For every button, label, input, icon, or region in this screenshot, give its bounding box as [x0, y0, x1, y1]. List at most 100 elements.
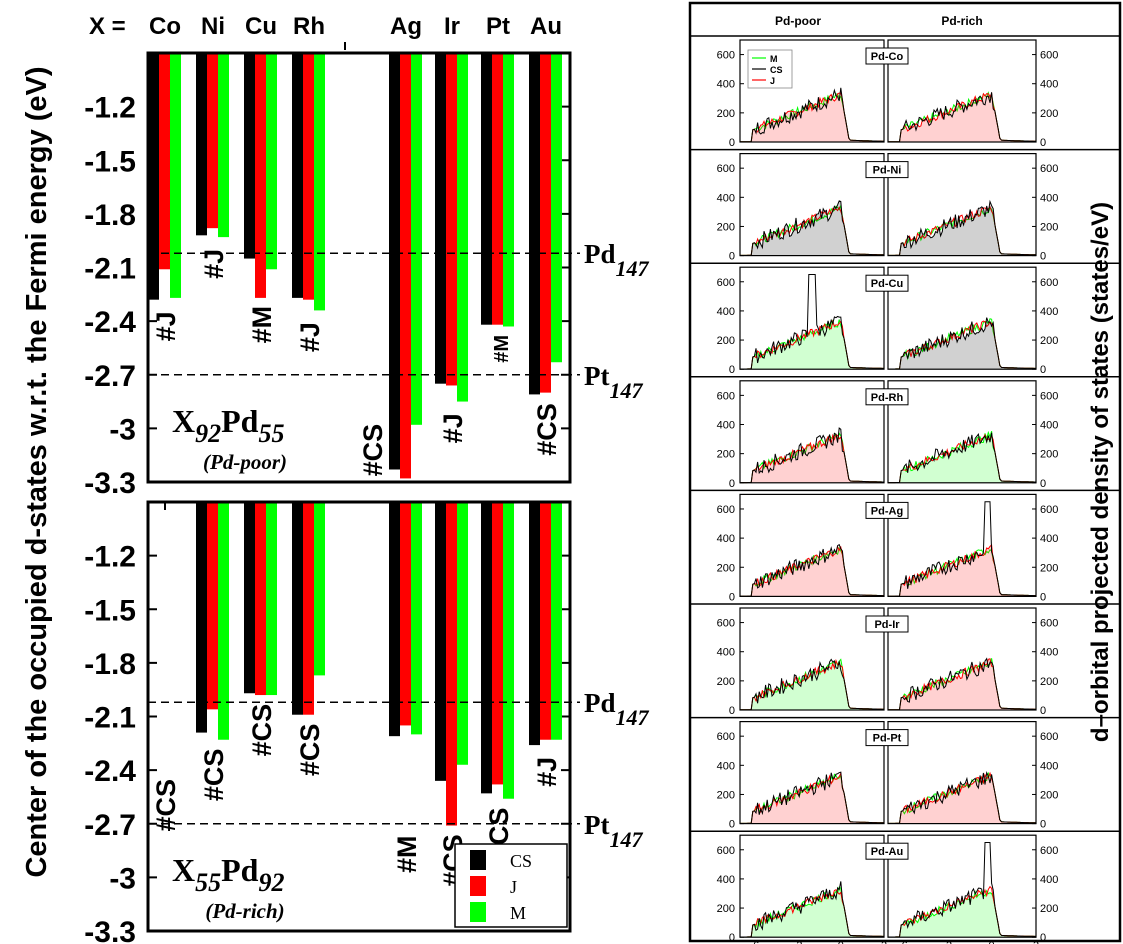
- x-prefix-label: X =: [89, 13, 126, 40]
- dos-fill-M: [888, 431, 1036, 483]
- legend-swatch-M: [470, 902, 486, 922]
- dos-frame: [739, 493, 885, 597]
- dos-y-tick-label: 400: [717, 760, 735, 772]
- dos-y-tick-label: 400: [1040, 79, 1058, 91]
- panel-label: Pd-Pt: [873, 733, 902, 745]
- structure-label: #M: [491, 335, 513, 363]
- structure-label: #CS: [151, 779, 181, 832]
- dos-legend-label: CS: [770, 65, 783, 75]
- dos-line-M: [888, 91, 1036, 143]
- dos-y-tick-label: 600: [717, 731, 735, 743]
- structure-label: #CS: [247, 704, 277, 757]
- dos-y-tick-label: 600: [717, 618, 735, 630]
- structure-label: #J: [532, 757, 562, 787]
- dos-x-tick-label: -3: [942, 940, 952, 944]
- dos-y-tick-label: 0: [729, 819, 735, 831]
- bar-CS: [435, 502, 446, 781]
- bar-CS: [529, 502, 540, 746]
- dos-y-tick-label: 400: [717, 874, 735, 886]
- dos-line-J: [740, 319, 884, 370]
- y-tick-label: -1.2: [84, 541, 136, 574]
- dos-fill-J: [888, 773, 1036, 824]
- bar-M: [457, 53, 468, 402]
- category-label: Au: [530, 13, 562, 40]
- panel-subtitle: (Pd-poor): [203, 450, 287, 474]
- dos-frame: [739, 380, 885, 484]
- dos-y-tick-label: 600: [717, 277, 735, 289]
- bar-J: [400, 502, 411, 726]
- bar-J: [303, 53, 314, 300]
- dos-line-M: [740, 93, 884, 143]
- dos-y-tick-label: 0: [729, 137, 735, 149]
- dos-y-tick-label: 400: [717, 306, 735, 318]
- panel-label: Pd-Ni: [873, 165, 902, 177]
- dos-y-tick-label: 400: [717, 192, 735, 204]
- panel-label-box: [865, 729, 909, 747]
- dos-y-tick-label: 0: [1040, 819, 1046, 831]
- reference-label: Pt147: [584, 361, 643, 403]
- dos-y-tick-label: 200: [717, 562, 735, 574]
- dos-fill-M: [740, 319, 884, 370]
- dos-y-tick-label: 200: [717, 676, 735, 688]
- dos-y-tick-label: 200: [1040, 108, 1058, 120]
- dos-x-tick-label: -6: [898, 940, 908, 944]
- dos-y-tick-label: 400: [1040, 306, 1058, 318]
- dos-frame: [887, 380, 1037, 484]
- dos-line-J: [740, 889, 884, 938]
- dos-y-tick-label: 0: [1040, 251, 1046, 263]
- dos-frame: [739, 39, 885, 143]
- dos-y-tick-label: 200: [717, 789, 735, 801]
- dos-x-tick-label: 3: [881, 940, 887, 944]
- dos-y-tick-label: 600: [717, 390, 735, 402]
- bar-CS: [529, 53, 540, 395]
- dos-line-J: [888, 320, 1036, 370]
- dos-panel: 0 200 400 600 0 200 400 600 Pd-Ir: [690, 603, 1120, 717]
- panel-title: X92Pd55: [172, 403, 284, 448]
- structure-label: #CS: [532, 403, 562, 456]
- legend-swatch-CS: [470, 850, 486, 870]
- dos-line-CS: [888, 317, 1036, 370]
- dos-y-tick-label: 0: [729, 251, 735, 263]
- y-tick-label: -2.4: [84, 755, 136, 788]
- dos-y-tick-label: 400: [1040, 192, 1058, 204]
- dos-y-tick-label: 0: [729, 364, 735, 376]
- bar-M: [457, 502, 468, 765]
- panel-label: Pd-Ag: [871, 505, 903, 517]
- dos-x-tick-label: -3: [793, 940, 803, 944]
- dos-fill-CS: [888, 317, 1036, 370]
- y-tick-label: -3: [109, 413, 136, 446]
- dos-y-tick-label: 400: [717, 420, 735, 432]
- dos-line-CS: [740, 881, 884, 938]
- dos-x-tick-label: 0: [989, 940, 995, 944]
- panel-label-box: [865, 161, 909, 179]
- category-label: Co: [149, 13, 181, 40]
- bar-CS: [244, 502, 255, 694]
- bar-J: [159, 53, 170, 270]
- panel-label-box: [865, 388, 909, 406]
- dos-y-tick-label: 600: [717, 50, 735, 62]
- y-tick-label: -2.4: [84, 306, 136, 339]
- dos-y-tick-label: 400: [717, 533, 735, 545]
- bar-J: [540, 502, 551, 740]
- bar-M: [503, 53, 514, 327]
- dos-frame: [887, 39, 1037, 143]
- dos-frame: [739, 720, 885, 825]
- dos-line-J: [888, 91, 1036, 143]
- dos-y-tick-label: 600: [717, 504, 735, 516]
- dos-legend-box: [747, 49, 793, 89]
- dos-fill-M: [888, 890, 1036, 938]
- bar-CS: [481, 53, 492, 325]
- dos-x-tick-label: 0: [838, 940, 844, 944]
- dos-y-tick-label: 600: [1040, 845, 1058, 857]
- reference-label: Pd147: [584, 239, 650, 281]
- bar-M: [503, 502, 514, 799]
- category-label: Ni: [201, 13, 225, 40]
- bar-CS: [481, 502, 492, 794]
- structure-label: #CS: [295, 724, 325, 777]
- dos-x-tick-label: -6: [750, 940, 760, 944]
- category-label: Rh: [293, 13, 325, 40]
- dos-y-tick-label: 600: [1040, 504, 1058, 516]
